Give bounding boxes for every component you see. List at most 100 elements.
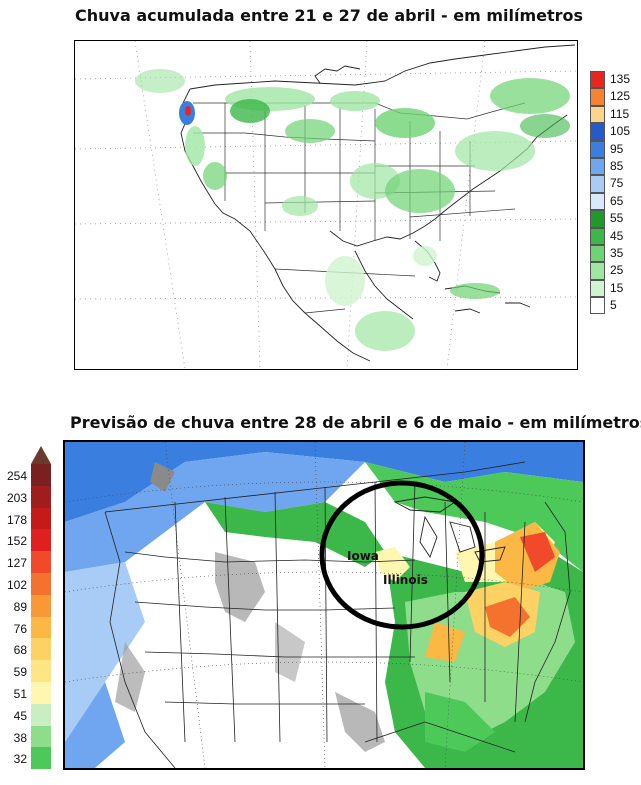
- map1-legend-label: 115: [610, 106, 630, 121]
- map1-canvas: [75, 41, 577, 369]
- map2-legend-swatch: [31, 638, 51, 661]
- map1-legend-item: 135: [590, 71, 631, 89]
- map2-legend-swatch: [31, 594, 51, 617]
- map2-legend-item: 38: [0, 725, 60, 748]
- map1-legend-item: 75: [590, 175, 631, 193]
- map2-legend-label: 32: [13, 752, 27, 767]
- map2-legend-label: 76: [13, 621, 27, 636]
- map1-legend-swatch: [590, 71, 605, 89]
- map1-legend-item: 55: [590, 210, 631, 228]
- map2-legend-item: 89: [0, 594, 60, 617]
- map1-title: Chuva acumulada entre 21 e 27 de abril -…: [75, 6, 584, 25]
- map1-legend-label: 45: [610, 228, 624, 243]
- map2-legend-item: 178: [0, 507, 60, 530]
- map2-legend-swatch: [31, 464, 51, 486]
- map1-legend-label: 65: [610, 193, 624, 208]
- map1-legend-label: 95: [610, 141, 624, 156]
- map1-legend-label: 25: [610, 263, 624, 278]
- map2-legend-item: 152: [0, 529, 60, 552]
- map2-legend-swatch: [31, 682, 51, 704]
- map1-legend-swatch: [590, 123, 605, 141]
- map1-legend-label: 5: [610, 298, 617, 313]
- map1-legend-item: 25: [590, 262, 631, 280]
- map1-legend-label: 105: [610, 124, 631, 139]
- map2-legend-swatch: [31, 747, 51, 770]
- map2-legend-label: 59: [13, 665, 27, 680]
- map1-legend-swatch: [590, 297, 605, 315]
- map2-legend-swatch: [31, 573, 51, 595]
- map1-rain-shading: [135, 69, 570, 351]
- map1-legend-item: 95: [590, 140, 631, 158]
- map2-legend-swatch: [31, 485, 51, 508]
- map2-legend-item: 32: [0, 747, 60, 770]
- map1-legend-swatch: [590, 157, 605, 176]
- map1-legend-item: 125: [590, 88, 631, 106]
- map2-title: Previsão de chuva entre 28 de abril e 6 …: [70, 413, 641, 432]
- map1-legend-swatch: [590, 227, 605, 245]
- label-illinois: Illinois: [383, 573, 428, 587]
- map2-legend-swatch: [31, 507, 51, 530]
- map2-legend-item: 45: [0, 703, 60, 726]
- map2-legend-item: 127: [0, 551, 60, 573]
- map1-legend-item: 5: [590, 297, 631, 315]
- label-iowa: Iowa: [347, 549, 379, 563]
- map2-graticule: [65, 442, 583, 768]
- map2-legend-item: 254: [0, 464, 60, 486]
- map2-legend-label: 178: [6, 512, 27, 527]
- map1-legend-label: 125: [610, 89, 631, 104]
- map2-legend-item: 51: [0, 682, 60, 704]
- map1-legend-swatch: [590, 262, 605, 280]
- map1-legend-item: 45: [590, 227, 631, 245]
- map1-legend-swatch: [590, 88, 605, 106]
- map1-legend-item: 35: [590, 244, 631, 263]
- map1-legend-swatch: [590, 105, 605, 124]
- map1-legend-label: 55: [610, 211, 624, 226]
- map1-legend-item: 65: [590, 192, 631, 211]
- map2-legend-label: 203: [6, 490, 27, 505]
- highlight-circle: [319, 480, 485, 630]
- map1-legend-swatch: [590, 210, 605, 228]
- map1-legend-item: 115: [590, 105, 631, 124]
- legend-max-arrow: [31, 446, 51, 464]
- map2-rain-shading: [65, 442, 583, 768]
- map2-legend-item: 76: [0, 616, 60, 639]
- map2-legend-swatch: [31, 660, 51, 682]
- map2-legend-swatch: [31, 703, 51, 726]
- map2-legend-item: 102: [0, 573, 60, 595]
- map1-legend-swatch: [590, 175, 605, 193]
- map1-legend-swatch: [590, 192, 605, 211]
- map2-legend-swatch: [31, 529, 51, 552]
- map1-legend-swatch: [590, 140, 605, 158]
- map1-legend: 135 125 115 105 95 85 75 65 55 45 35 25 15 5: [590, 71, 631, 315]
- map2-legend-label: 102: [6, 578, 27, 592]
- map2-legend-label: 254: [6, 469, 27, 483]
- map2-legend-item: 59: [0, 660, 60, 682]
- map1-legend-label: 135: [610, 72, 631, 86]
- map2-canvas: Iowa Illinois: [65, 442, 583, 768]
- map1-rainfall-accumulated: [74, 40, 578, 370]
- map2-legend-swatch: [31, 725, 51, 748]
- map1-legend-label: 15: [610, 280, 624, 295]
- map2-great-lakes: [393, 496, 506, 563]
- map1-legend-item: 15: [590, 279, 631, 298]
- map2-legend-label: 45: [13, 708, 27, 723]
- map1-graticule: [75, 41, 577, 369]
- map2-legend-item: 68: [0, 638, 60, 661]
- map1-legend-swatch: [590, 244, 605, 263]
- map1-legend-label: 85: [610, 158, 624, 173]
- map2-legend-label: 89: [13, 599, 27, 614]
- map2-legend-label: 38: [13, 730, 27, 745]
- map2-legend-swatch: [31, 616, 51, 639]
- map2-legend-label: 51: [13, 687, 27, 701]
- map2-legend-label: 68: [13, 643, 27, 658]
- map1-legend-swatch: [590, 279, 605, 298]
- map1-legend-label: 75: [610, 176, 624, 191]
- map2-legend: 254 203 178 152 127 102 89 76 68 59 51 45 38 32: [0, 446, 60, 770]
- map1-legend-item: 105: [590, 123, 631, 141]
- map2-rainfall-forecast: Iowa Illinois: [63, 440, 585, 770]
- map2-borders: [104, 461, 571, 768]
- map1-legend-label: 35: [610, 245, 624, 260]
- map2-legend-swatch: [31, 551, 51, 573]
- map2-legend-item: 203: [0, 485, 60, 508]
- map2-legend-label: 152: [6, 534, 27, 549]
